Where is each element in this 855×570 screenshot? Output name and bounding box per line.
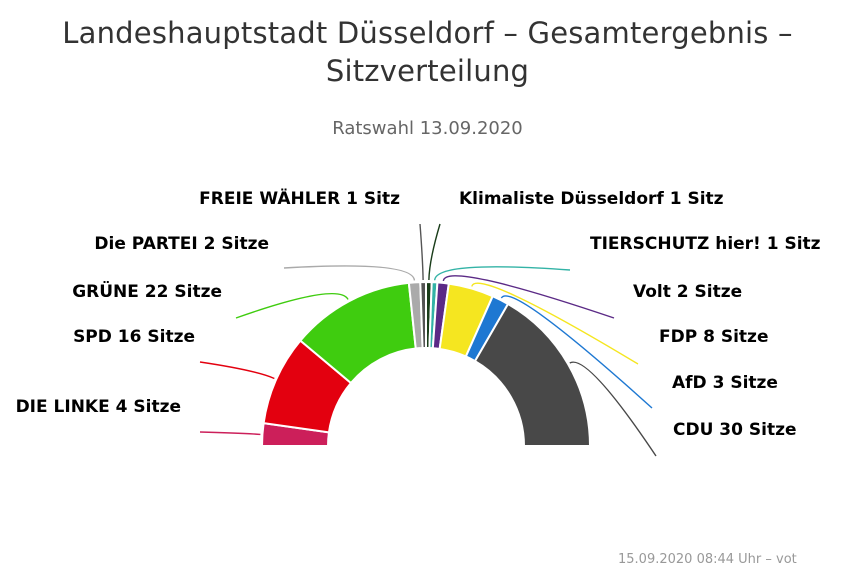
chart-title: Landeshauptstadt Düsseldorf – Gesamterge… — [0, 14, 855, 90]
slice-label: TIERSCHUTZ hier! 1 Sitz — [590, 234, 821, 254]
slice-label: Die PARTEI 2 Sitze — [94, 234, 269, 254]
slice-label: DIE LINKE 4 Sitze — [16, 397, 181, 417]
connector-line — [199, 431, 261, 436]
slice-label: FDP 8 Sitze — [659, 327, 768, 347]
chart-title-line2: Sitzverteilung — [325, 54, 530, 88]
footer-timestamp: 15.09.2020 08:44 Uhr – vot — [618, 552, 797, 567]
slice-label: FREIE WÄHLER 1 Sitz — [199, 187, 400, 209]
slice-label: AfD 3 Sitze — [672, 373, 778, 393]
slice-label: Volt 2 Sitze — [633, 282, 742, 302]
slice-label: GRÜNE 22 Sitze — [72, 280, 222, 302]
connector-line — [235, 292, 349, 319]
chart-label-connectors — [199, 223, 657, 457]
slice-label: SPD 16 Sitze — [73, 327, 195, 347]
slice-label: Klimaliste Düsseldorf 1 Sitz — [459, 189, 724, 209]
chart-title-line1: Landeshauptstadt Düsseldorf – Gesamterge… — [62, 16, 793, 50]
connector-line — [569, 361, 657, 457]
slice-label: CDU 30 Sitze — [673, 420, 797, 440]
chart-labels: DIE LINKE 4 Sitze SPD 16 Sitze GRÜNE 22 Si… — [16, 187, 821, 440]
slice-cdu[interactable] — [473, 302, 592, 447]
connector-line — [419, 223, 424, 281]
chart-slices — [260, 280, 592, 447]
connector-line — [442, 275, 615, 319]
connector-line — [433, 266, 571, 281]
connector-line — [199, 361, 275, 380]
connector-line — [428, 223, 441, 281]
connector-line — [471, 282, 639, 365]
chart-subtitle: Ratswahl 13.09.2020 — [332, 118, 523, 139]
connector-line — [500, 295, 653, 409]
connector-line — [283, 265, 416, 281]
